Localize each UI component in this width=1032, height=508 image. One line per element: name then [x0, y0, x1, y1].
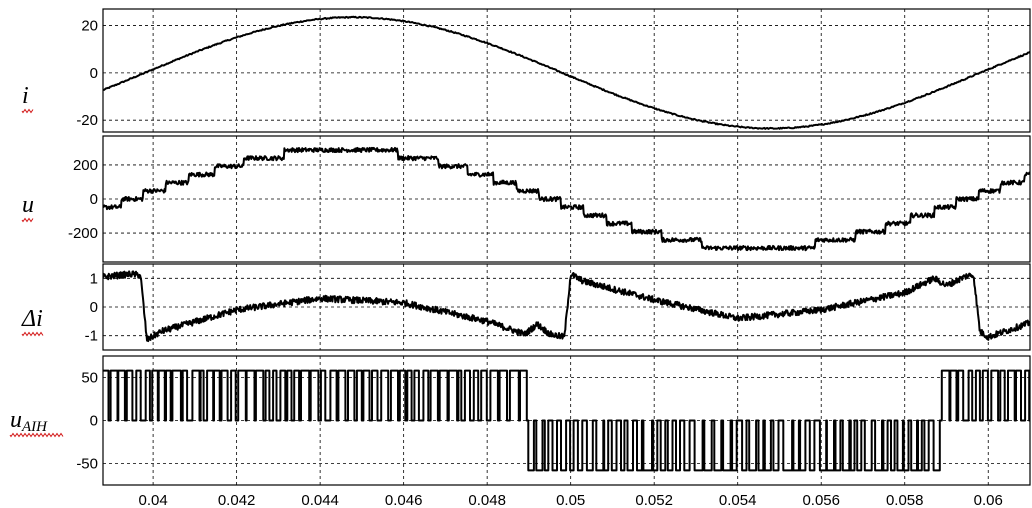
x-tick-label: 0.04 [139, 492, 168, 508]
x-tick-label: 0.056 [802, 492, 840, 508]
panel-4: 50 0 -50 uAIH [9, 355, 1031, 486]
panel-2: 200 0 -200 u [21, 135, 1031, 263]
series-line [103, 369, 1030, 472]
trace-group [103, 369, 1030, 472]
y-tick-label: -50 [76, 456, 98, 473]
spellcheck-underline [9, 432, 64, 438]
spellcheck-underline [21, 331, 44, 337]
spellcheck-underline [21, 108, 34, 114]
x-tick-label: 0.046 [385, 492, 423, 508]
y-tick-label: 0 [90, 413, 98, 430]
x-tick-label: 0.048 [468, 492, 506, 508]
y-tick-label: 0 [90, 65, 98, 82]
series-line [103, 146, 1030, 252]
x-tick-label: 0.058 [886, 492, 924, 508]
panel-3: 1 0 -1 Δi [21, 263, 1031, 351]
panel-1: 20 0 -20 i [21, 8, 1031, 133]
trace-group [103, 270, 1030, 343]
y-tick-label: 0 [90, 191, 98, 208]
panel-label: uAIH [10, 407, 48, 435]
x-tick-label: 0.05 [556, 492, 585, 508]
y-tick-label: -1 [85, 328, 98, 345]
panel-label: u [22, 192, 34, 218]
y-tick-label: -20 [76, 112, 98, 129]
x-tick-label: 0.06 [974, 492, 1003, 508]
x-tick-label: 0.042 [218, 492, 256, 508]
x-tick-label: 0.052 [635, 492, 673, 508]
y-tick-label: 20 [81, 18, 98, 35]
y-tick-label: 50 [81, 370, 98, 387]
y-tick-label: 0 [90, 299, 98, 316]
series-line [103, 270, 1030, 343]
y-tick-label: 1 [90, 270, 98, 287]
panel-label: Δi [21, 306, 43, 332]
trace-group [103, 15, 1030, 130]
spellcheck-underline [21, 217, 34, 223]
panel-label: i [22, 83, 29, 109]
series-line [103, 15, 1030, 130]
y-tick-label: -200 [68, 225, 98, 242]
trace-group [103, 146, 1030, 252]
x-tick-label: 0.054 [719, 492, 757, 508]
x-axis: 0.04 0.042 0.044 0.046 0.048 0.05 0.052 0.054 0.… [139, 492, 1003, 508]
panel-frame [102, 263, 1031, 351]
panel-frame [102, 135, 1031, 263]
panel-frame [102, 8, 1031, 133]
x-tick-label: 0.044 [301, 492, 339, 508]
y-tick-label: 200 [73, 157, 98, 174]
panel-frame [102, 355, 1031, 486]
